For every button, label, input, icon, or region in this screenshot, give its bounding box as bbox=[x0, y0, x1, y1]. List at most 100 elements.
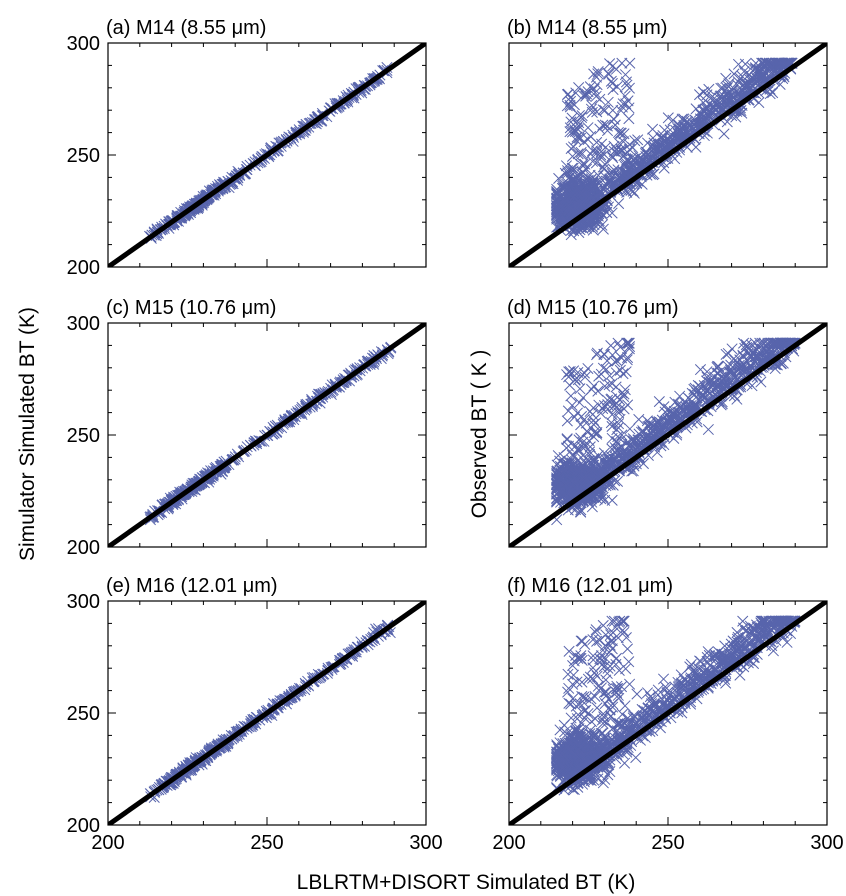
scatter-point bbox=[666, 412, 678, 425]
scatter-point bbox=[606, 494, 618, 506]
scatter-point bbox=[566, 462, 578, 474]
scatter-point bbox=[611, 436, 623, 448]
scatter-point bbox=[611, 424, 623, 436]
scatter-point bbox=[621, 166, 633, 179]
scatter-point bbox=[569, 124, 581, 136]
scatter-point bbox=[696, 394, 708, 406]
scatter-point bbox=[646, 420, 659, 432]
scatter-point bbox=[595, 407, 607, 419]
scatter-point bbox=[649, 428, 661, 440]
scatter-point bbox=[674, 125, 686, 137]
scatter-point bbox=[586, 106, 598, 118]
scatter-point bbox=[575, 149, 587, 161]
scatter-point bbox=[560, 185, 572, 197]
scatter-point bbox=[562, 440, 575, 452]
scatter-point bbox=[574, 462, 587, 474]
scatter-point bbox=[565, 174, 577, 187]
scatter-point bbox=[612, 431, 624, 443]
scatter-point bbox=[602, 67, 614, 79]
scatter-point bbox=[564, 101, 576, 113]
scatter-point bbox=[612, 418, 625, 430]
scatter-point bbox=[556, 178, 569, 190]
scatter-point bbox=[601, 667, 613, 680]
scatter-point bbox=[564, 95, 577, 107]
scatter-point bbox=[585, 148, 597, 160]
scatter-point bbox=[593, 399, 605, 411]
scatter-point bbox=[601, 125, 614, 137]
scatter-point bbox=[617, 624, 629, 636]
scatter-point bbox=[720, 348, 732, 360]
scatter-point bbox=[575, 132, 587, 144]
scatter-point bbox=[627, 435, 640, 447]
scatter-point bbox=[685, 400, 697, 412]
scatter-point bbox=[611, 444, 623, 456]
scatter-point bbox=[582, 174, 594, 186]
panel-title: (f) M16 (12.01 μm) bbox=[507, 575, 673, 597]
scatter-point bbox=[644, 419, 656, 431]
scatter-point bbox=[597, 119, 609, 131]
scatter-point bbox=[724, 367, 736, 379]
scatter-point bbox=[559, 465, 571, 477]
tick-marks bbox=[107, 322, 427, 548]
scatter-point bbox=[569, 189, 581, 201]
scatter-point bbox=[592, 385, 604, 397]
scatter-point bbox=[597, 362, 609, 374]
scatter-point bbox=[556, 199, 569, 212]
scatter-point bbox=[581, 88, 593, 100]
scatter-point bbox=[588, 83, 600, 95]
scatter-point bbox=[598, 447, 610, 459]
scatter-point bbox=[588, 68, 600, 80]
scatter-point bbox=[651, 446, 663, 458]
scatter-point bbox=[597, 223, 609, 235]
scatter-point bbox=[587, 402, 599, 414]
scatter-point bbox=[595, 368, 607, 380]
scatter-point bbox=[564, 476, 576, 488]
plot-area bbox=[108, 43, 426, 267]
scatter-point bbox=[623, 337, 635, 349]
scatter-point bbox=[633, 413, 645, 426]
scatter-point bbox=[596, 219, 608, 231]
scatter-point bbox=[664, 124, 676, 136]
scatter-point bbox=[769, 363, 781, 375]
scatter-point bbox=[563, 366, 575, 378]
scatter-point bbox=[738, 364, 750, 376]
scatter-point bbox=[605, 394, 617, 406]
tick-marks bbox=[508, 42, 828, 268]
panel-title: (e) M16 (12.01 μm) bbox=[106, 575, 278, 597]
scatter-point bbox=[721, 82, 733, 94]
scatter-point bbox=[605, 340, 617, 352]
scatter-point bbox=[626, 163, 639, 175]
scatter-point bbox=[627, 142, 639, 154]
scatter-point bbox=[551, 493, 563, 505]
scatter-point bbox=[621, 354, 633, 366]
scatter-point bbox=[562, 405, 574, 417]
tick-marks bbox=[508, 322, 828, 548]
scatter-point bbox=[602, 176, 614, 188]
scatter-point bbox=[584, 464, 596, 476]
scatter-point bbox=[693, 89, 706, 101]
scatter-point bbox=[616, 57, 628, 69]
scatter-point bbox=[725, 363, 737, 375]
scatter-point bbox=[732, 58, 745, 70]
scatter-point bbox=[731, 393, 743, 405]
scatter-point bbox=[738, 337, 750, 349]
scatter-point bbox=[591, 347, 603, 359]
scatter-point bbox=[576, 676, 588, 688]
scatter-point bbox=[591, 349, 603, 361]
scatter-point bbox=[553, 198, 565, 210]
scatter-point bbox=[752, 350, 764, 362]
scatter-point bbox=[653, 139, 665, 151]
scatter-point bbox=[746, 61, 758, 73]
scatter-point bbox=[563, 371, 575, 383]
panel-d: (d) M15 (10.76 μm) bbox=[507, 297, 828, 548]
scatter-point bbox=[566, 150, 579, 162]
scatter-point bbox=[598, 163, 610, 175]
scatter-point bbox=[765, 63, 778, 75]
scatter-point bbox=[576, 110, 588, 122]
scatter-point bbox=[555, 191, 568, 203]
scatter-point bbox=[572, 148, 584, 160]
scatter-point bbox=[619, 700, 631, 712]
scatter-point bbox=[645, 140, 657, 152]
